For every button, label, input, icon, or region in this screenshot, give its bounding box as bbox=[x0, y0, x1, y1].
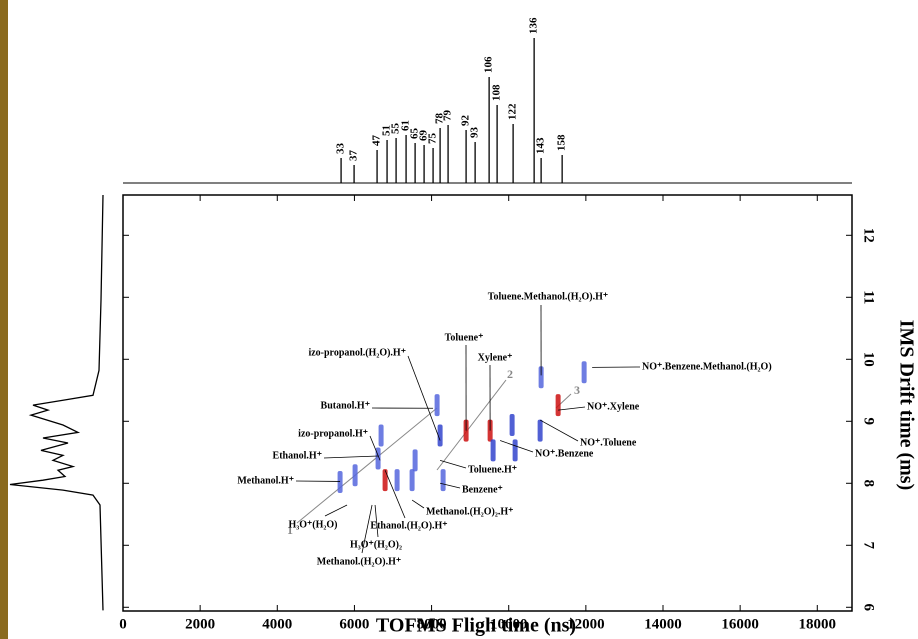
peak-label: 69 bbox=[418, 130, 430, 142]
y-tick-label: 10 bbox=[861, 352, 877, 367]
y-tick-label: 9 bbox=[861, 418, 877, 426]
annotation-line bbox=[558, 406, 586, 411]
peak-label: 108 bbox=[491, 84, 503, 101]
spot bbox=[409, 469, 415, 492]
annotation: Ethanol.H⁺ bbox=[273, 450, 322, 461]
annotation: Toluene.H⁺ bbox=[468, 464, 517, 475]
annotation: Methanol.H⁺ bbox=[237, 475, 294, 486]
peak-label: 92 bbox=[460, 115, 472, 127]
peak-label: 79 bbox=[442, 110, 454, 122]
annotation: H₃O⁺(H₂O)₂ bbox=[350, 539, 402, 550]
spot bbox=[378, 424, 384, 447]
x-tick-label: 14000 bbox=[644, 616, 682, 632]
annotation: Methanol.(H₂O)₂.H⁺ bbox=[426, 506, 513, 517]
drift-spectrum bbox=[9, 194, 104, 611]
annotation: Xylene⁺ bbox=[478, 352, 513, 363]
trend-line bbox=[296, 407, 438, 524]
x-tick-label: 0 bbox=[119, 616, 127, 632]
x-tick-label: 12000 bbox=[567, 616, 605, 632]
annotation-line bbox=[407, 355, 441, 441]
annotation-line bbox=[411, 499, 425, 509]
annotation: H₃O⁺(H₂O) bbox=[288, 519, 337, 530]
annotation-line bbox=[323, 455, 379, 459]
spot bbox=[509, 414, 515, 437]
annotation: izo-propanol.(H₂O).H⁺ bbox=[308, 347, 406, 358]
spot bbox=[434, 394, 440, 417]
spot bbox=[440, 469, 446, 492]
spot bbox=[437, 424, 443, 447]
peak-label: 158 bbox=[556, 134, 568, 151]
annotation: NO⁺.Benzene.Methanol.(H₂O) bbox=[642, 361, 772, 372]
annotation: NO⁺.Toluene bbox=[580, 437, 637, 448]
y-tick-label: 7 bbox=[861, 542, 877, 550]
peak-label: 75 bbox=[427, 133, 439, 145]
peak-label: 106 bbox=[483, 56, 495, 73]
annotation: Methanol.(H₂O).H⁺ bbox=[317, 556, 401, 567]
annotation-line bbox=[361, 504, 373, 554]
peak-label: 55 bbox=[390, 123, 402, 135]
annotation-line bbox=[369, 435, 381, 461]
x-tick-label: 6000 bbox=[339, 616, 369, 632]
x-tick-label: 10000 bbox=[490, 616, 528, 632]
spot bbox=[382, 469, 388, 492]
annotation: NO⁺.Xylene bbox=[587, 401, 640, 412]
annotation: NO⁺.Benzene bbox=[535, 448, 594, 459]
annotation-line bbox=[499, 440, 534, 453]
annotation-line bbox=[440, 482, 461, 489]
annotation-line bbox=[539, 419, 579, 442]
spot bbox=[352, 464, 358, 487]
x-tick-label: 16000 bbox=[721, 616, 759, 632]
x-tick-label: 18000 bbox=[799, 616, 837, 632]
peak-label: 47 bbox=[371, 135, 383, 147]
peak-label: 136 bbox=[528, 17, 540, 34]
annotation: Ethanol.(H₂O).H⁺ bbox=[370, 520, 447, 531]
trend-line bbox=[436, 379, 507, 471]
peak-label: 93 bbox=[469, 127, 481, 139]
spot bbox=[537, 419, 543, 442]
annotation: Benzene⁺ bbox=[462, 484, 503, 495]
background-strip bbox=[0, 0, 8, 639]
y-tick-label: 12 bbox=[861, 228, 877, 243]
peak-label: 37 bbox=[348, 150, 360, 162]
peak-label: 51 bbox=[381, 125, 393, 136]
annotation: Butanol.H⁺ bbox=[321, 400, 370, 411]
y-axis-title: IMS Drift time (ms) bbox=[895, 320, 917, 491]
spot bbox=[555, 394, 561, 417]
peak-label: 78 bbox=[434, 113, 446, 125]
spot bbox=[512, 439, 518, 462]
plot-frame bbox=[122, 194, 853, 612]
spot bbox=[538, 366, 544, 389]
trend-label: 3 bbox=[574, 383, 580, 397]
spot bbox=[490, 439, 496, 462]
peak-label: 122 bbox=[507, 103, 519, 120]
annotation: Toluene⁺ bbox=[445, 332, 484, 343]
peak-label: 143 bbox=[535, 137, 547, 154]
x-tick-label: 2000 bbox=[185, 616, 215, 632]
annotation-line bbox=[384, 470, 406, 519]
spot bbox=[412, 449, 418, 472]
x-tick-label: 8000 bbox=[417, 616, 447, 632]
annotation-line bbox=[324, 504, 348, 517]
y-tick-label: 6 bbox=[861, 604, 877, 612]
x-tick-label: 4000 bbox=[262, 616, 292, 632]
peak-label: 65 bbox=[409, 128, 421, 140]
peak-label: 61 bbox=[400, 120, 412, 131]
y-tick-label: 11 bbox=[861, 290, 877, 304]
annotation-line bbox=[374, 504, 379, 538]
y-tick-label: 8 bbox=[861, 480, 877, 488]
annotation-line bbox=[439, 459, 467, 469]
trend-label: 1 bbox=[287, 523, 293, 537]
spot bbox=[394, 469, 400, 492]
spot bbox=[337, 471, 343, 494]
annotation: izo-propanol.H⁺ bbox=[298, 428, 368, 439]
peak-label: 33 bbox=[335, 143, 347, 155]
annotation: Toluene.Methanol.(H₂O).H⁺ bbox=[488, 291, 608, 302]
spot bbox=[581, 361, 587, 384]
trend-label: 2 bbox=[507, 367, 513, 381]
x-axis-title: TOFMS Fligh time (ns) bbox=[376, 615, 576, 637]
